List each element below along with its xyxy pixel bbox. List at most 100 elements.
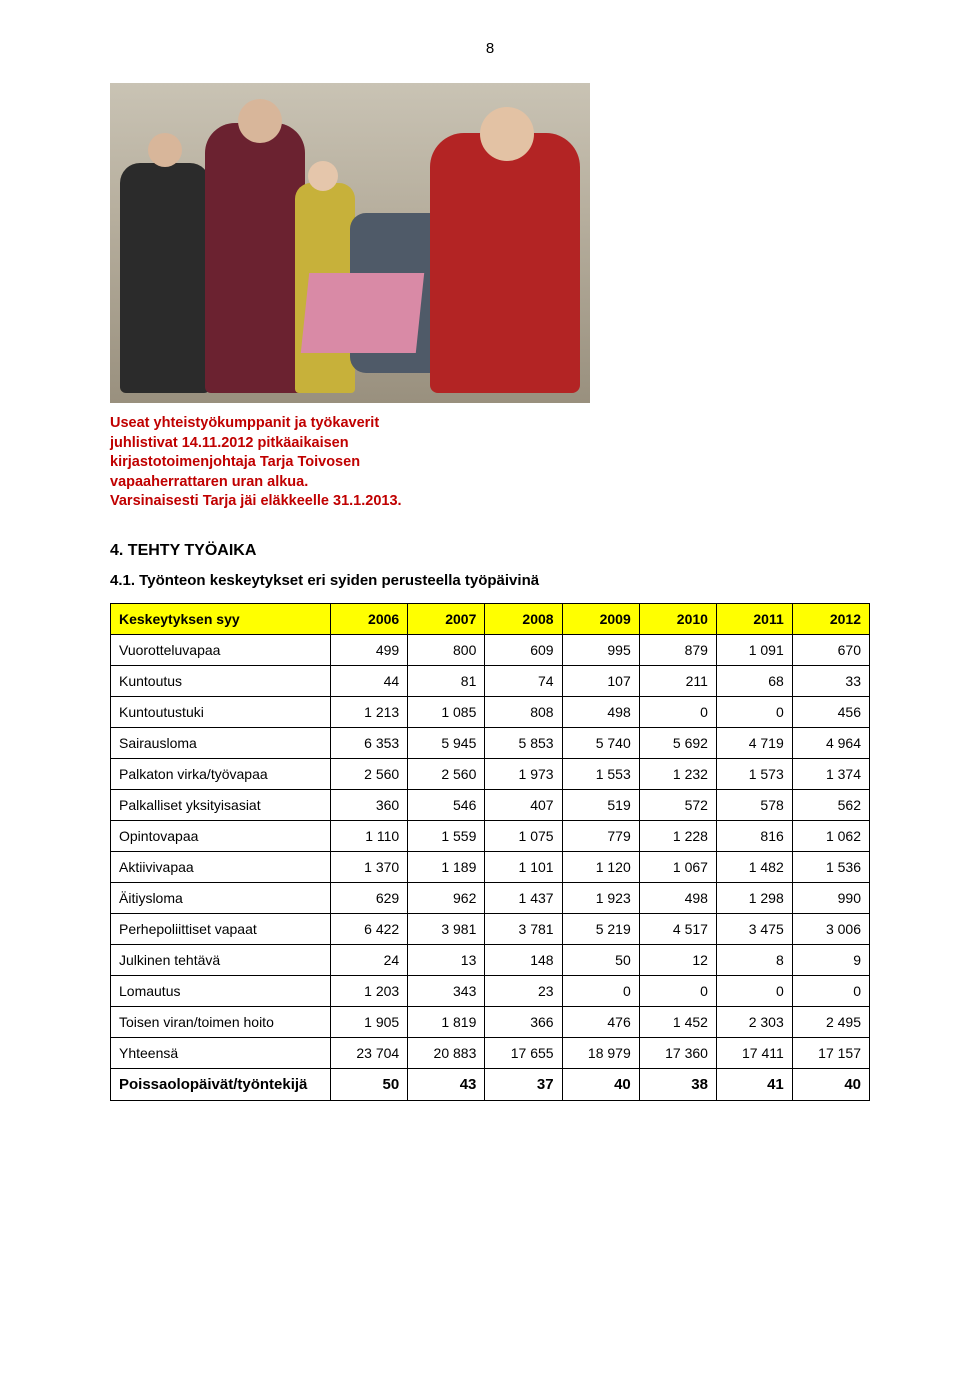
cell-value: 498 xyxy=(562,696,639,727)
table-row: Perhepoliittiset vapaat6 4223 9813 7815 … xyxy=(111,913,870,944)
row-label: Kuntoutus xyxy=(111,665,331,696)
cell-value: 17 157 xyxy=(792,1037,869,1068)
col-header-year: 2008 xyxy=(485,603,562,634)
row-label: Toisen viran/toimen hoito xyxy=(111,1006,331,1037)
photo-caption: Useat yhteistyökumppanit ja työkaverit j… xyxy=(110,414,870,512)
table-row: Palkaton virka/työvapaa2 5602 5601 9731 … xyxy=(111,758,870,789)
cell-value: 4 964 xyxy=(792,727,869,758)
cell-value: 1 923 xyxy=(562,882,639,913)
cell-value: 23 704 xyxy=(331,1037,408,1068)
table-row: Opintovapaa1 1101 5591 0757791 2288161 0… xyxy=(111,820,870,851)
cell-value: 20 883 xyxy=(408,1037,485,1068)
row-label: Sairausloma xyxy=(111,727,331,758)
cell-value: 148 xyxy=(485,944,562,975)
section-heading: 4. TEHTY TYÖAIKA xyxy=(110,542,870,560)
table-row: Kuntoutustuki1 2131 08580849800456 xyxy=(111,696,870,727)
cell-value: 1 374 xyxy=(792,758,869,789)
cell-value: 1 067 xyxy=(639,851,716,882)
cell-value: 2 560 xyxy=(408,758,485,789)
cell-value: 0 xyxy=(716,975,792,1006)
cell-value: 44 xyxy=(331,665,408,696)
table-row: Kuntoutus4481741072116833 xyxy=(111,665,870,696)
row-label: Palkaton virka/työvapaa xyxy=(111,758,331,789)
cell-value: 519 xyxy=(562,789,639,820)
table-row: Lomautus1 203343230000 xyxy=(111,975,870,1006)
cell-value: 17 360 xyxy=(639,1037,716,1068)
col-header-year: 2007 xyxy=(408,603,485,634)
cell-value: 12 xyxy=(639,944,716,975)
cell-value: 17 411 xyxy=(716,1037,792,1068)
cell-value: 499 xyxy=(331,634,408,665)
cell-value: 1 120 xyxy=(562,851,639,882)
cell-value: 6 353 xyxy=(331,727,408,758)
cell-value: 578 xyxy=(716,789,792,820)
cell-value: 38 xyxy=(639,1068,716,1100)
cell-value: 40 xyxy=(792,1068,869,1100)
cell-value: 24 xyxy=(331,944,408,975)
cell-value: 366 xyxy=(485,1006,562,1037)
caption-line: vapaaherrattaren uran alkua. xyxy=(110,474,308,490)
cell-value: 0 xyxy=(639,696,716,727)
document-page: 8 Useat yhteistyökumppanit ja työkaverit… xyxy=(0,0,960,1161)
cell-value: 5 692 xyxy=(639,727,716,758)
row-label: Lomautus xyxy=(111,975,331,1006)
cell-value: 2 495 xyxy=(792,1006,869,1037)
cell-value: 0 xyxy=(716,696,792,727)
table-row: Sairausloma6 3535 9455 8535 7405 6924 71… xyxy=(111,727,870,758)
col-header-year: 2006 xyxy=(331,603,408,634)
cell-value: 1 553 xyxy=(562,758,639,789)
cell-value: 3 781 xyxy=(485,913,562,944)
table-row: Vuorotteluvapaa4998006099958791 091670 xyxy=(111,634,870,665)
caption-line: kirjastotoimenjohtaja Tarja Toivosen xyxy=(110,454,360,470)
page-number: 8 xyxy=(110,40,870,57)
cell-value: 68 xyxy=(716,665,792,696)
cell-value: 2 303 xyxy=(716,1006,792,1037)
cell-value: 1 110 xyxy=(331,820,408,851)
cell-value: 13 xyxy=(408,944,485,975)
cell-value: 2 560 xyxy=(331,758,408,789)
cell-value: 476 xyxy=(562,1006,639,1037)
cell-value: 779 xyxy=(562,820,639,851)
table-header: Keskeytyksen syy 2006 2007 2008 2009 201… xyxy=(111,603,870,634)
cell-value: 33 xyxy=(792,665,869,696)
table-row: Toisen viran/toimen hoito1 9051 81936647… xyxy=(111,1006,870,1037)
row-label: Aktiivivapaa xyxy=(111,851,331,882)
cell-value: 3 475 xyxy=(716,913,792,944)
cell-value: 41 xyxy=(716,1068,792,1100)
sub-heading: 4.1. Työnteon keskeytykset eri syiden pe… xyxy=(110,572,870,589)
cell-value: 629 xyxy=(331,882,408,913)
row-label: Vuorotteluvapaa xyxy=(111,634,331,665)
cell-value: 43 xyxy=(408,1068,485,1100)
cell-value: 1 232 xyxy=(639,758,716,789)
row-label: Kuntoutustuki xyxy=(111,696,331,727)
cell-value: 1 452 xyxy=(639,1006,716,1037)
col-header-year: 2009 xyxy=(562,603,639,634)
cell-value: 1 973 xyxy=(485,758,562,789)
row-label: Palkalliset yksityisasiat xyxy=(111,789,331,820)
cell-value: 5 740 xyxy=(562,727,639,758)
cell-value: 1 370 xyxy=(331,851,408,882)
cell-value: 3 006 xyxy=(792,913,869,944)
cell-value: 50 xyxy=(331,1068,408,1100)
table-body: Vuorotteluvapaa4998006099958791 091670Ku… xyxy=(111,634,870,1100)
cell-value: 23 xyxy=(485,975,562,1006)
cell-value: 1 075 xyxy=(485,820,562,851)
cell-value: 1 819 xyxy=(408,1006,485,1037)
row-label: Opintovapaa xyxy=(111,820,331,851)
cell-value: 456 xyxy=(792,696,869,727)
cell-value: 1 437 xyxy=(485,882,562,913)
cell-value: 17 655 xyxy=(485,1037,562,1068)
cell-value: 1 091 xyxy=(716,634,792,665)
cell-value: 3 981 xyxy=(408,913,485,944)
cell-value: 1 189 xyxy=(408,851,485,882)
cell-value: 572 xyxy=(639,789,716,820)
cell-value: 808 xyxy=(485,696,562,727)
cell-value: 1 559 xyxy=(408,820,485,851)
cell-value: 995 xyxy=(562,634,639,665)
cell-value: 0 xyxy=(639,975,716,1006)
cell-value: 962 xyxy=(408,882,485,913)
cell-value: 990 xyxy=(792,882,869,913)
cell-value: 343 xyxy=(408,975,485,1006)
cell-value: 8 xyxy=(716,944,792,975)
table-row: Poissaolopäivät/työntekijä50433740384140 xyxy=(111,1068,870,1100)
